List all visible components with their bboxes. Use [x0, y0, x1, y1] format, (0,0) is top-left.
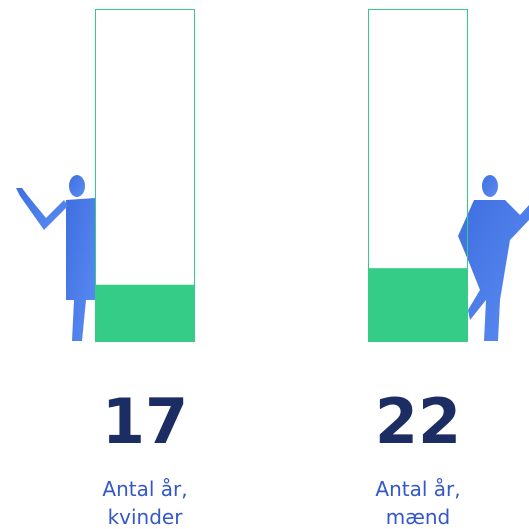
infographic: 1722 Antal år, kvinderAntal år, mænd — [0, 0, 529, 529]
value-label: 17 — [102, 385, 188, 458]
person-figure — [16, 175, 95, 341]
bar — [369, 268, 467, 341]
person-figure — [458, 175, 529, 341]
chart: 1722 — [0, 0, 529, 529]
value-label: 22 — [375, 385, 461, 458]
category-label: Antal år, mænd — [353, 475, 483, 529]
category-label: Antal år, kvinder — [80, 475, 210, 529]
bar — [96, 285, 194, 341]
